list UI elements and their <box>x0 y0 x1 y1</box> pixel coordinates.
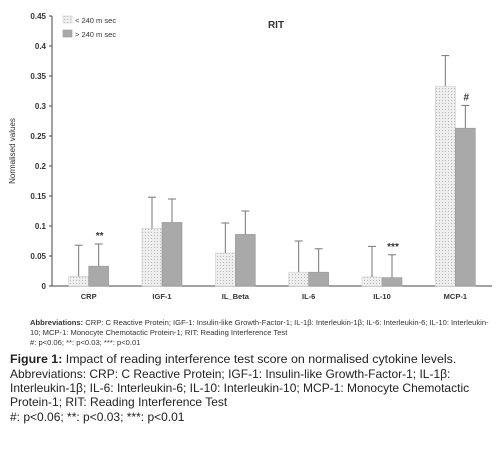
bar-crp-series-1 <box>68 276 89 287</box>
bar-il-6-series-2 <box>308 271 329 287</box>
y-tick-label: 0.2 <box>35 162 47 171</box>
bar-crp-series-2 <box>88 265 109 287</box>
y-tick-label: 0.15 <box>30 192 46 201</box>
bar-chart: 0 0.05 0.1 0.15 0.2 0.25 0.3 0.35 0.4 0.45 Normali… <box>8 12 492 301</box>
bar-il-6-series-1 <box>288 271 309 287</box>
figure-abbreviations: Abbreviations: CRP: C Reactive Protein; … <box>10 367 470 410</box>
figure-significance: #: p<0.06; **: p<0.03; ***: p<0.01 <box>10 409 185 424</box>
bar-il-beta-series-1 <box>215 252 236 287</box>
chart-title: RIT <box>268 20 284 31</box>
y-tick-label: 0.05 <box>30 252 46 261</box>
bar-il-beta-series-2 <box>235 234 256 287</box>
y-tick-label: 0.1 <box>35 222 47 231</box>
y-axis-label: Normalised values <box>8 118 17 184</box>
x-tick-label: CRP <box>81 292 97 301</box>
y-tick-label: 0.4 <box>35 42 47 51</box>
x-tick-label: IGF-1 <box>152 292 171 301</box>
x-tick-label: IL-10 <box>373 292 391 301</box>
significance-note: #: p<0.06; **: p<0.03; ***: p<0.01 <box>30 338 141 347</box>
legend-swatch-series-2 <box>62 29 73 38</box>
figure-title: Figure 1: Impact of reading interference… <box>10 352 492 367</box>
y-tick-label: 0.3 <box>35 102 47 111</box>
bar-igf-1-series-1 <box>141 228 163 287</box>
y-tick-label: 0.45 <box>30 12 46 21</box>
bar-mcp-1-series-2 <box>455 127 476 287</box>
chart-abbreviations-caption: Abbreviations: CRP: C Reactive Protein; … <box>30 318 492 348</box>
y-tick-label: 0.35 <box>30 72 46 81</box>
legend-label-series-2: > 240 m sec <box>75 30 116 39</box>
abbreviations-text: CRP: C Reactive Protein; IGF-1: Insulin-… <box>30 318 489 337</box>
x-tick-label: IL_Beta <box>222 292 250 301</box>
figure-label: Figure 1: <box>10 352 63 366</box>
bar-il-10-series-2 <box>381 277 403 287</box>
significance-annotation: ** <box>96 231 104 242</box>
bar-igf-1-series-2 <box>161 222 183 287</box>
x-tick-label: IL-6 <box>302 292 315 301</box>
figure-title-text: Impact of reading interference test scor… <box>62 352 457 366</box>
significance-annotation: # <box>464 92 470 103</box>
bar-il-10-series-1 <box>361 276 383 287</box>
y-tick-label: 0.25 <box>30 132 46 141</box>
x-tick-label: MCP-1 <box>444 292 467 301</box>
significance-annotation: *** <box>387 242 399 253</box>
figure-caption: Figure 1: Impact of reading interference… <box>10 352 492 424</box>
legend-swatch-series-1 <box>62 15 73 24</box>
y-tick-label: 0 <box>42 282 47 291</box>
abbreviations-label: Abbreviations: <box>30 318 84 327</box>
legend-label-series-1: < 240 m sec <box>75 16 116 25</box>
bar-mcp-1-series-1 <box>435 85 456 287</box>
